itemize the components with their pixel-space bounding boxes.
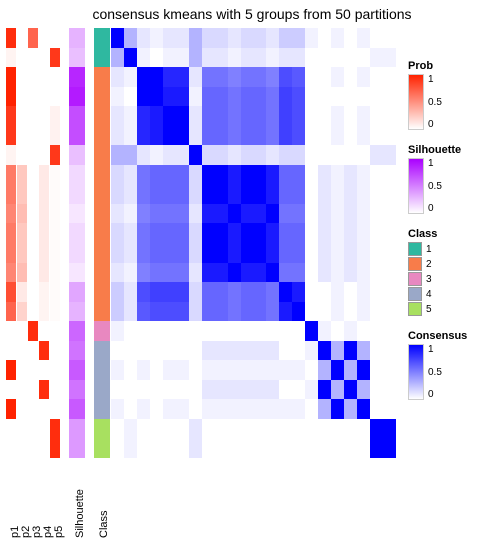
- chart-title: consensus kmeans with 5 groups from 50 p…: [0, 6, 504, 22]
- ticks-prob: 10.50: [428, 74, 442, 130]
- heatmap-container: [111, 28, 396, 458]
- xlabel-p5: p5: [53, 526, 65, 538]
- annotation-tracks: [6, 28, 111, 458]
- xlabel-class: Class: [98, 510, 110, 538]
- class-label: 1: [426, 244, 432, 255]
- tick: 0: [428, 203, 442, 214]
- legend-consensus-title: Consensus: [408, 330, 498, 342]
- class-label: 3: [426, 274, 432, 285]
- class-item-1: 1: [408, 242, 498, 256]
- tick: 1: [428, 344, 442, 355]
- track-p5: [50, 28, 60, 458]
- swatch-icon: [408, 242, 422, 256]
- consensus-heatmap: [111, 28, 396, 458]
- class-item-4: 4: [408, 287, 498, 301]
- tick: 0.5: [428, 181, 442, 192]
- ticks-silhouette: 10.50: [428, 158, 442, 214]
- xlabel-silhouette: Silhouette: [74, 489, 86, 538]
- class-label: 5: [426, 304, 432, 315]
- tick: 0.5: [428, 97, 442, 108]
- class-label: 4: [426, 289, 432, 300]
- legend-class: Class 1 2 3 4 5: [408, 228, 498, 316]
- class-label: 2: [426, 259, 432, 270]
- tick: 0: [428, 389, 442, 400]
- tick: 1: [428, 74, 442, 85]
- track-silhouette: [69, 28, 85, 458]
- tick: 0: [428, 119, 442, 130]
- tick: 1: [428, 158, 442, 169]
- ticks-consensus: 10.50: [428, 344, 442, 400]
- legend-prob: Prob 10.50: [408, 60, 498, 130]
- colorbar-consensus: [408, 344, 424, 400]
- track-p2: [17, 28, 27, 458]
- plot-area: p1p2p3p4p5SilhouetteClass: [6, 28, 396, 458]
- track-p4: [39, 28, 49, 458]
- legend-class-title: Class: [408, 228, 498, 240]
- class-item-5: 5: [408, 302, 498, 316]
- track-class: [94, 28, 110, 458]
- legend-consensus: Consensus 10.50: [408, 330, 498, 400]
- legend-silhouette: Silhouette 10.50: [408, 144, 498, 214]
- track-p1: [6, 28, 16, 458]
- legend-prob-title: Prob: [408, 60, 498, 72]
- legends-panel: Prob 10.50 Silhouette 10.50 Class 12345 …: [408, 60, 498, 414]
- legend-silhouette-title: Silhouette: [408, 144, 498, 156]
- class-item-2: 2: [408, 257, 498, 271]
- colorbar-prob: [408, 74, 424, 130]
- swatch-icon: [408, 272, 422, 286]
- class-item-3: 3: [408, 272, 498, 286]
- colorbar-silhouette: [408, 158, 424, 214]
- class-items: 1 2 3 4 5: [408, 242, 498, 316]
- track-p3: [28, 28, 38, 458]
- swatch-icon: [408, 302, 422, 316]
- tick: 0.5: [428, 367, 442, 378]
- swatch-icon: [408, 257, 422, 271]
- swatch-icon: [408, 287, 422, 301]
